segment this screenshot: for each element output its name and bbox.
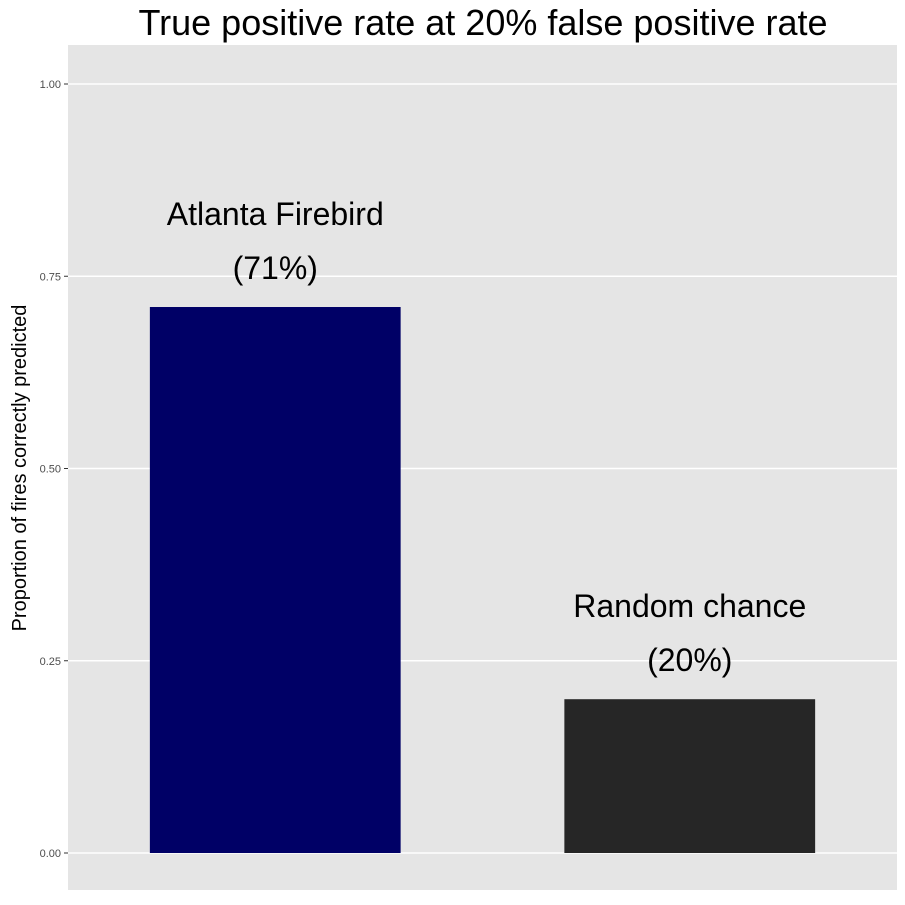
y-tick-label: 1.00 — [40, 79, 61, 91]
y-tick-label: 0.50 — [40, 464, 61, 476]
bar — [564, 699, 816, 853]
y-tick-label: 0.25 — [40, 656, 61, 668]
bar-category-label: Random chance — [573, 588, 806, 624]
bars — [149, 307, 816, 853]
bar-labels: Atlanta Firebird (71%) Random chance (20%) — [167, 196, 807, 678]
chart-title: True positive rate at 20% false positive… — [138, 2, 827, 43]
bar-category-label: Atlanta Firebird — [167, 196, 384, 232]
y-tick-label: 0.75 — [40, 271, 61, 283]
bar-value-label: (20%) — [647, 642, 732, 678]
y-axis-label: Proportion of fires correctly predicted — [9, 305, 31, 632]
y-tick-label: 0.00 — [40, 848, 61, 860]
bar-value-label: (71%) — [233, 250, 318, 286]
y-axis: 0.00 0.25 0.50 0.75 1.00 — [40, 79, 68, 860]
bar — [149, 307, 401, 853]
